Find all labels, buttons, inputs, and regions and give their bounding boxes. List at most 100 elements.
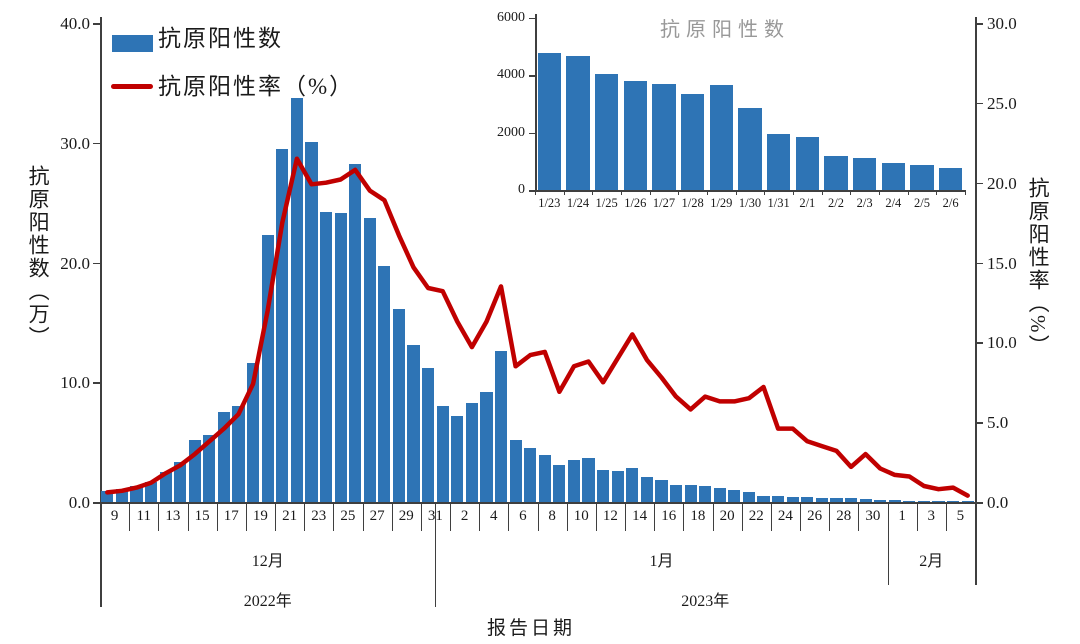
month-group-label: 12月 [251,553,284,570]
x-axis-tick [625,502,626,531]
inset-x-date-label: 1/25 [595,196,618,210]
antigen-count-bar [334,213,347,502]
antigen-count-bar [290,98,303,502]
inset-title: 抗原阳性数 [660,19,790,41]
x-axis-date-label: 4 [490,508,498,524]
antigen-count-bar [742,492,756,502]
x-axis-date-label: 26 [807,508,823,524]
inset-x-axis-line [535,190,965,192]
inset-x-date-label: 1/26 [624,196,647,210]
inset-x-tick [707,190,708,195]
right-axis-tick-label: 0.0 [987,493,1009,512]
inset-x-tick [621,190,622,195]
antigen-count-bar [217,412,231,502]
antigen-count-bar [261,234,274,502]
month-separator [887,502,889,585]
inset-x-date-label: 2/1 [799,196,816,210]
month-group-label: 2月 [919,553,944,570]
x-axis-date-label: 5 [956,508,965,524]
inset-x-date-label: 1/30 [738,196,762,210]
x-axis-date-label: 29 [398,508,414,524]
x-axis-tick [741,502,743,531]
x-axis-tick [333,502,335,531]
antigen-count-bar [859,498,872,502]
inset-x-date-label: 1/24 [566,196,590,210]
antigen-count-bar [611,470,624,502]
inset-x-tick [678,190,680,195]
antigen-count-bar [480,391,493,502]
year-group-label: 2023年 [681,593,730,610]
right-axis-tick-label: 25.0 [987,93,1017,113]
inset-x-date-label: 2/5 [913,196,930,210]
antigen-count-bar [669,485,683,502]
antigen-count-bar [757,496,770,502]
right-axis-tick [975,422,983,424]
x-axis-tick [975,502,976,531]
x-axis-date-label: 28 [836,508,852,524]
antigen-count-bar [888,499,901,502]
inset-antigen-count-bar [824,155,848,190]
antigen-count-bar [903,500,916,502]
right-axis-tick [975,23,983,25]
x-axis-date-label: 11 [136,508,151,524]
right-axis-tick [975,342,983,344]
antigen-count-bar [538,455,551,502]
x-axis-tick [537,502,539,531]
inset-y-tick-label: 6000 [497,9,525,25]
left-axis-tick-label: 0.0 [68,493,90,512]
inset-x-tick [936,190,938,195]
inset-y-tick-label: 2000 [497,124,525,140]
antigen-count-bar [524,448,537,502]
inset-x-tick [535,190,536,195]
left-axis-tick-label: 20.0 [60,253,90,273]
year-separator [435,502,437,607]
legend-bar-label: 抗原阳性数 [158,26,283,51]
x-axis-date-label: 3 [927,508,936,524]
antigen-count-bar [422,367,435,502]
inset-antigen-count-bar [680,93,705,190]
inset-antigen-count-bar [795,136,820,190]
left-axis-tick-label: 30.0 [60,133,90,153]
right-axis-tick-label: 15.0 [987,253,1017,273]
antigen-count-bar [349,164,362,502]
antigen-count-bar [494,351,508,502]
antigen-count-bar [130,486,143,502]
x-axis-tick [391,502,393,531]
x-axis-tick [450,502,451,531]
antigen-count-bar [932,500,945,502]
antigen-count-bar [174,462,187,502]
inset-antigen-count-bar [537,53,562,190]
x-axis-title: 报告日期 [487,618,576,639]
antigen-count-bar [247,363,260,502]
inset-x-date-label: 2/3 [856,196,873,210]
x-axis-date-label: 13 [165,508,181,524]
x-axis-tick [800,502,801,531]
x-axis-tick [216,502,218,531]
x-axis-tick [362,502,364,531]
x-axis-tick [945,502,947,531]
antigen-count-bar [713,487,726,502]
left-axis-tick [93,262,100,264]
antigen-count-bar [815,497,828,502]
antigen-count-bar [159,472,172,502]
left-axis-title: 抗原阳性数（万） [26,165,51,349]
x-axis-tick [420,502,422,531]
inset-y-tick [529,132,535,134]
legend-bar-swatch [112,35,153,52]
x-axis-tick [508,502,510,531]
x-axis-date-label: 18 [690,508,706,524]
inset-antigen-count-bar [623,80,648,190]
x-axis-tick [595,502,597,531]
inset-x-date-label: 1/27 [652,196,676,210]
inset-x-date-label: 1/29 [710,196,733,210]
x-axis-date-label: 16 [661,508,677,524]
x-axis-tick [129,502,131,531]
right-axis-tick-label: 20.0 [987,173,1017,193]
x-axis-tick [100,502,101,531]
inset-antigen-count-bar [938,167,963,190]
inset-antigen-count-bar [852,158,877,190]
inset-x-tick [649,190,651,195]
left-axis-tick [93,502,100,504]
x-axis-date-label: 8 [548,508,556,524]
x-axis-tick [916,502,918,531]
